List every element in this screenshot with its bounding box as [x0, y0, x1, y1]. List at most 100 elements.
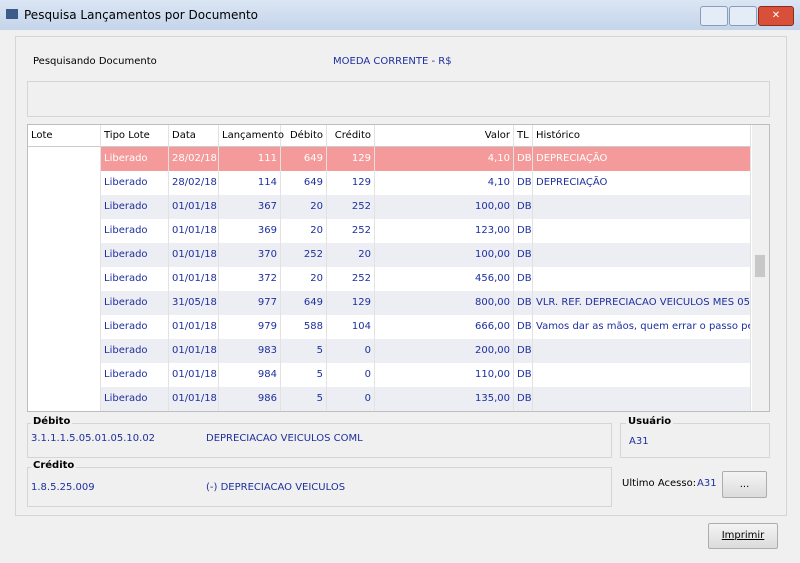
credito-cell: 129 [327, 171, 375, 195]
column-header[interactable]: Lote [28, 125, 101, 147]
historico-cell [533, 219, 751, 243]
grid-row[interactable] [28, 387, 751, 411]
grid-row[interactable] [28, 219, 751, 244]
currency-label: MOEDA CORRENTE - R$ [333, 56, 452, 67]
tl-cell: DB [514, 363, 533, 387]
tipo-cell: Liberado [101, 195, 169, 219]
valor-cell: 4,10 [375, 171, 514, 195]
tipo-cell: Liberado [101, 147, 169, 171]
credito-title: Crédito [31, 460, 77, 471]
tl-cell: DB [514, 171, 533, 195]
tipo-cell: Liberado [101, 267, 169, 291]
column-header[interactable]: Valor [375, 125, 514, 147]
lote-cell [28, 291, 101, 315]
ultimo-acesso-value: A31 [697, 478, 717, 489]
valor-cell: 4,10 [375, 147, 514, 171]
info-box [27, 81, 770, 117]
close-button[interactable]: ✕ [758, 6, 794, 26]
lote-cell [28, 243, 101, 267]
column-header[interactable]: Tipo Lote [101, 125, 169, 147]
lote-cell [28, 315, 101, 339]
tipo-cell: Liberado [101, 339, 169, 363]
valor-cell: 110,00 [375, 363, 514, 387]
debito-cell: 649 [281, 291, 327, 315]
column-header[interactable]: Débito [281, 125, 327, 147]
tl-cell: DB [514, 339, 533, 363]
minimize-button[interactable] [700, 6, 728, 26]
lote-cell [28, 171, 101, 195]
lancamento-cell: 114 [219, 171, 281, 195]
debito-cell: 5 [281, 363, 327, 387]
tipo-cell: Liberado [101, 171, 169, 195]
data-cell: 01/01/18 [169, 267, 219, 291]
historico-cell [533, 339, 751, 363]
debito-title: Débito [31, 416, 73, 427]
lancamento-cell: 370 [219, 243, 281, 267]
grid-row[interactable] [28, 339, 751, 364]
debito-cell: 20 [281, 267, 327, 291]
credito-cell: 252 [327, 267, 375, 291]
column-header[interactable]: Crédito [327, 125, 375, 147]
historico-cell [533, 243, 751, 267]
credito-cell: 129 [327, 291, 375, 315]
data-cell: 01/01/18 [169, 387, 219, 411]
valor-cell: 135,00 [375, 387, 514, 411]
data-cell: 01/01/18 [169, 363, 219, 387]
debito-cell: 5 [281, 387, 327, 411]
data-cell: 01/01/18 [169, 243, 219, 267]
credito-cell: 252 [327, 195, 375, 219]
print-button[interactable]: Imprimir [708, 523, 778, 549]
valor-cell: 100,00 [375, 195, 514, 219]
data-cell: 01/01/18 [169, 195, 219, 219]
data-cell: 01/01/18 [169, 219, 219, 243]
column-header[interactable]: Lançamento [219, 125, 284, 147]
historico-cell: VLR. REF. DEPRECIACAO VEICULOS MES 05/18 [533, 291, 751, 315]
debito-account: 3.1.1.1.5.05.01.05.10.02 [31, 433, 156, 444]
window-title: Pesquisa Lançamentos por Documento [24, 8, 259, 22]
valor-cell: 123,00 [375, 219, 514, 243]
scroll-thumb[interactable] [755, 255, 765, 277]
usuario-group [620, 423, 770, 458]
column-header[interactable]: Data [169, 125, 219, 147]
historico-cell: DEPRECIAÇÃO [533, 171, 751, 195]
lancamento-cell: 372 [219, 267, 281, 291]
credito-cell: 129 [327, 147, 375, 171]
data-cell: 31/05/18 [169, 291, 219, 315]
lote-cell [28, 363, 101, 387]
tl-cell: DB [514, 195, 533, 219]
historico-cell [533, 363, 751, 387]
lancamento-cell: 977 [219, 291, 281, 315]
valor-cell: 100,00 [375, 243, 514, 267]
debito-cell: 649 [281, 147, 327, 171]
maximize-button[interactable] [729, 6, 757, 26]
data-cell: 01/01/18 [169, 339, 219, 363]
lancamento-cell: 979 [219, 315, 281, 339]
grid-row[interactable] [28, 315, 751, 340]
debito-cell: 5 [281, 339, 327, 363]
tl-cell: DB [514, 243, 533, 267]
credito-cell: 252 [327, 219, 375, 243]
column-header[interactable]: TL [514, 125, 533, 147]
column-header[interactable]: Histórico [533, 125, 751, 147]
lancamento-cell: 986 [219, 387, 281, 411]
data-cell: 28/02/18 [169, 171, 219, 195]
debito-cell: 252 [281, 243, 327, 267]
lote-cell [28, 195, 101, 219]
data-cell: 28/02/18 [169, 147, 219, 171]
tl-cell: DB [514, 267, 533, 291]
credito-account: 1.8.5.25.009 [31, 482, 95, 493]
lote-cell [28, 147, 101, 171]
tipo-cell: Liberado [101, 291, 169, 315]
tipo-cell: Liberado [101, 363, 169, 387]
scrollbar[interactable] [752, 125, 769, 411]
ellipsis-button[interactable]: ... [722, 471, 767, 498]
usuario-value: A31 [629, 436, 649, 447]
lancamento-cell: 111 [219, 147, 281, 171]
tipo-cell: Liberado [101, 315, 169, 339]
valor-cell: 456,00 [375, 267, 514, 291]
lote-cell [28, 219, 101, 243]
lancamento-cell: 367 [219, 195, 281, 219]
credito-cell: 20 [327, 243, 375, 267]
grid-row[interactable] [28, 171, 751, 196]
grid-row[interactable] [28, 243, 751, 268]
